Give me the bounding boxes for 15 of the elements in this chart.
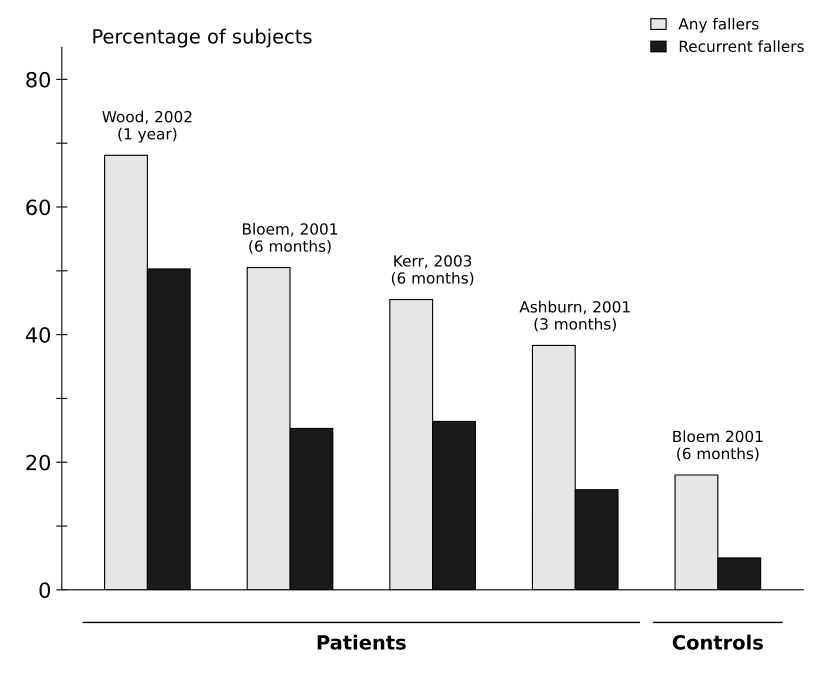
legend-label: Recurrent fallers: [680, 40, 804, 52]
legend-label: Any fallers: [678, 18, 758, 33]
text: Controls: [672, 634, 763, 650]
x-tick-label: Bloem, 2001 (6 months): [243, 222, 338, 254]
y-tick-label: 80: [26, 72, 50, 88]
x-tick-label: Kerr, 2003 (6 months): [392, 255, 474, 286]
x-tick-label: Wood, 2002 (1 year): [102, 110, 192, 143]
y-axis-title: Percentage of subjects: [93, 28, 312, 48]
text: Patients: [318, 634, 406, 650]
y-tick-label: 40: [26, 327, 50, 343]
y-tick-label: 60: [26, 199, 50, 216]
x-tick-label: Ashburn, 2001 (3 months): [519, 300, 630, 332]
y-tick-label: 20: [26, 454, 50, 470]
y-tick-label: 0: [40, 582, 50, 598]
x-tick-label: Bloem 2001 (6 months): [673, 430, 762, 462]
